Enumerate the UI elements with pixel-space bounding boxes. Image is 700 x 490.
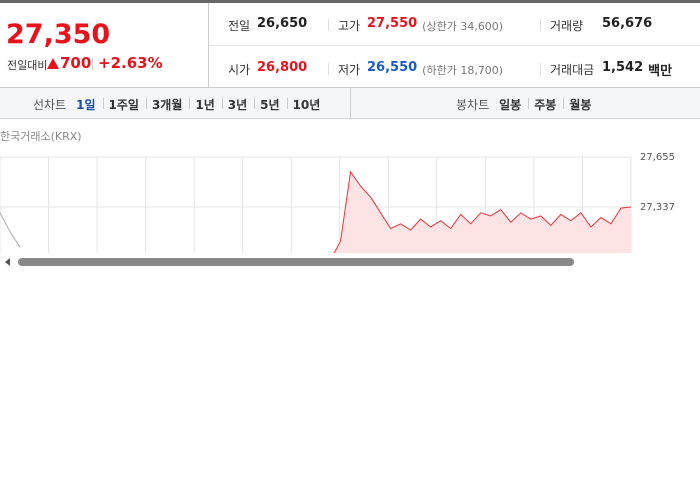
sep: [328, 63, 329, 75]
tab-item[interactable]: 일봉: [499, 98, 522, 112]
stat-label: 저가: [338, 63, 361, 77]
tab-item[interactable]: 3개월: [151, 98, 183, 112]
tab-item[interactable]: 주봉: [534, 98, 557, 112]
y-tick-label: 27,655: [640, 152, 675, 163]
stat-label: 거래대금: [550, 63, 595, 77]
tab-group-label: 선차트: [33, 98, 67, 112]
stat-value: 27,550: [367, 16, 418, 31]
tab-bar: 선차트 1일 1주일 3개월 1년 3년 5년 10년 봉차트 일봉 주봉 월봉: [0, 88, 700, 119]
stat-label: 시가: [228, 63, 251, 77]
sep: [145, 98, 147, 109]
sep: [286, 98, 288, 109]
change-label: 전일대비: [7, 59, 48, 72]
line: [333, 170, 632, 253]
stat-value: 26,550: [367, 60, 418, 75]
sep: [328, 19, 329, 31]
sep: [563, 98, 565, 109]
stat-value: 26,650: [257, 16, 308, 31]
sep: [540, 63, 541, 75]
stat-label: 거래량: [550, 19, 584, 33]
sep: [102, 98, 104, 109]
stat-label: 전일: [228, 19, 251, 33]
tab-item[interactable]: 1주일: [108, 98, 139, 112]
stat-value: 1,542: [602, 60, 644, 75]
line: [0, 212, 21, 248]
scroll-left[interactable]: [5, 258, 10, 266]
sep: [221, 98, 223, 109]
tab-item[interactable]: 1년: [195, 98, 215, 112]
tab-item[interactable]: 5년: [260, 98, 280, 112]
stat-note: (상한가 34,600): [422, 20, 504, 33]
change: 700: [60, 54, 92, 72]
stat-label: 고가: [338, 19, 361, 33]
sep: [540, 19, 541, 31]
source: 한국거래소(KRX): [0, 130, 82, 143]
tab-group-label: 봉차트: [456, 98, 490, 112]
sep: [254, 98, 256, 109]
stat-value: 26,800: [257, 60, 308, 75]
stat-note: (하한가 18,700): [422, 64, 504, 77]
up-arrow: [47, 58, 59, 69]
sep: [189, 98, 191, 109]
chart: 한국거래소(KRX) 27,655 27,337: [0, 130, 700, 269]
divider: [209, 45, 700, 46]
tab-item[interactable]: 3년: [227, 98, 248, 112]
area: [334, 171, 631, 253]
change-pct: +2.63%: [98, 54, 163, 72]
stat-unit: 백만: [648, 64, 673, 79]
tab-item[interactable]: 월봉: [569, 98, 592, 112]
tab-item[interactable]: 1일: [76, 98, 96, 112]
sep: [528, 98, 530, 109]
price: 27,350: [6, 19, 111, 50]
divider: [208, 3, 209, 88]
summary-panel: 27,350 전일대비 700 +2.63% 전일 26,650 고가 27,550 (…: [0, 0, 700, 88]
stat-value: 56,676: [602, 16, 653, 31]
sep: [92, 58, 93, 70]
scroll-thumb[interactable]: [18, 258, 574, 266]
plot: [0, 156, 632, 253]
tab-item[interactable]: 10년: [292, 98, 321, 112]
y-tick-label: 27,337: [640, 202, 675, 213]
divider: [350, 88, 351, 118]
